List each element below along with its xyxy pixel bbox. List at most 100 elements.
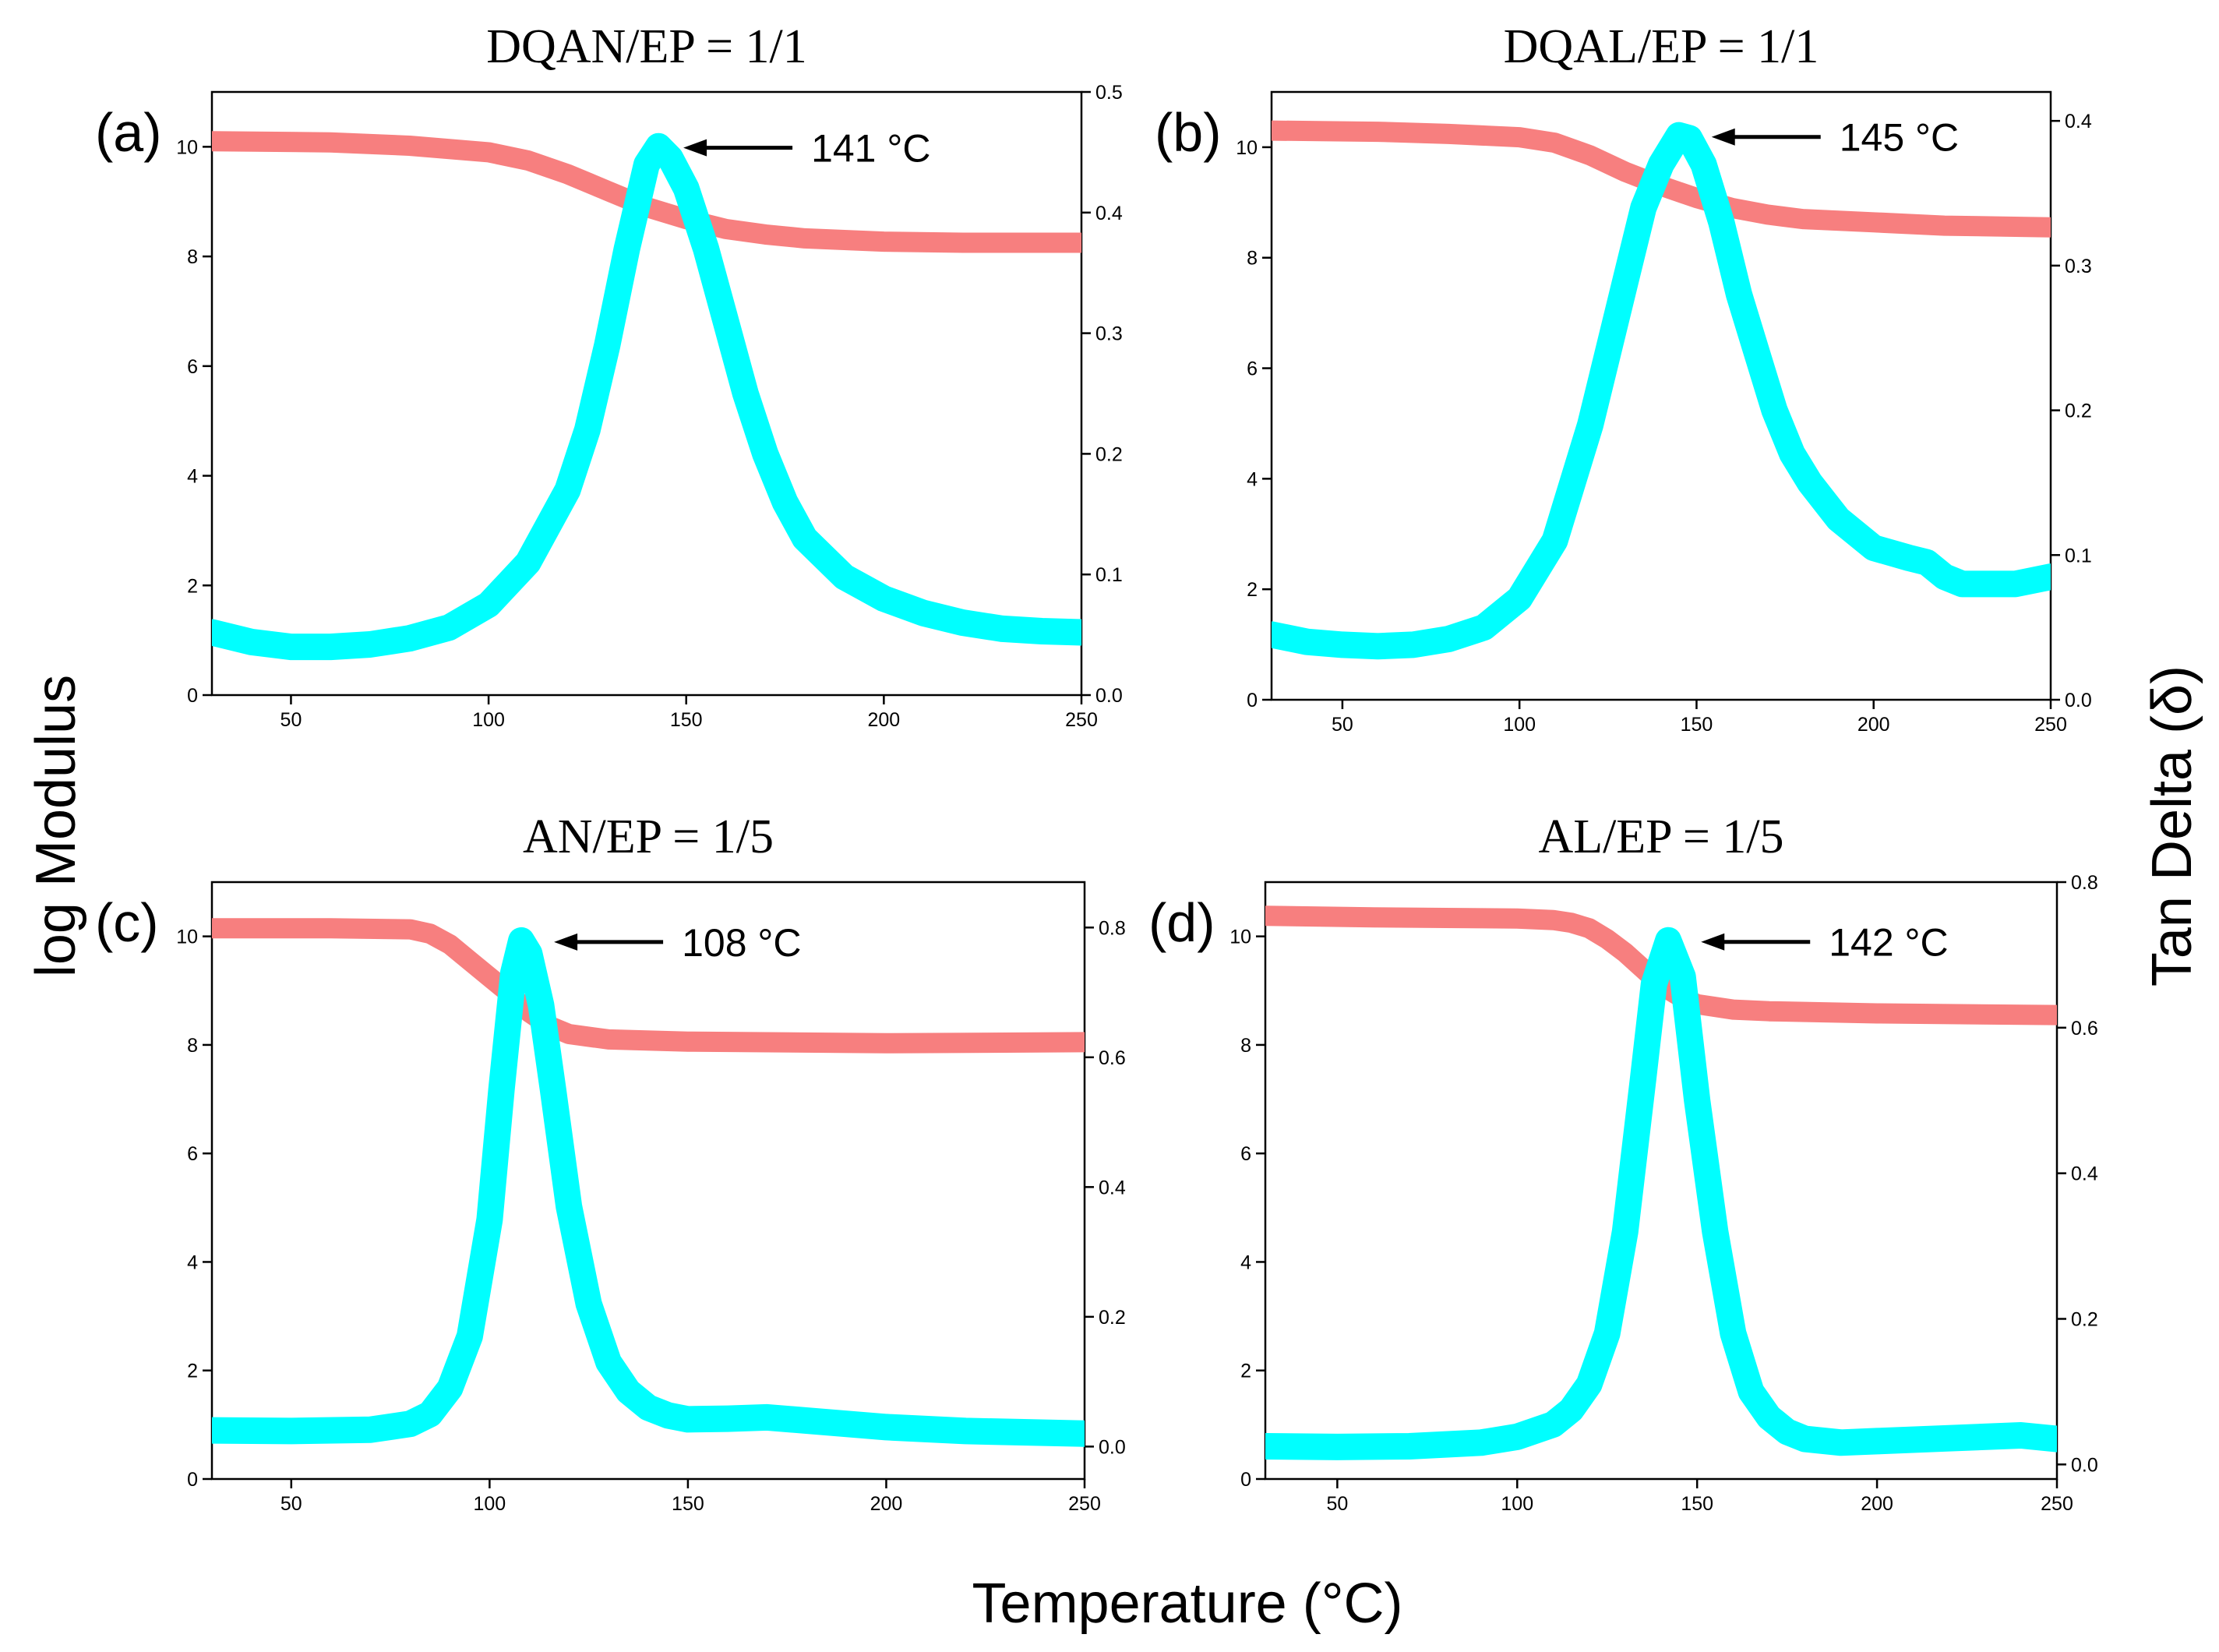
panel-label: (c) — [95, 892, 159, 953]
panel-label: (d) — [1148, 892, 1215, 953]
tan-delta-series-line — [212, 132, 1081, 661]
plot-area — [1265, 905, 2057, 1460]
x-tick-label: 150 — [672, 1493, 704, 1515]
x-tick-label: 250 — [1068, 1493, 1101, 1515]
y-tick-label: 8 — [187, 246, 198, 268]
y2-tick-label: 0.3 — [1095, 323, 1123, 345]
y-tick-label: 4 — [187, 1251, 198, 1273]
y-tick-label: 2 — [1240, 1361, 1251, 1382]
y-tick-label: 4 — [187, 466, 198, 488]
chart-panel-4: 50 100 150 200 250 0 2 4 6 8 10 0.0 0.2 0.4 0.6 0.8 AL/E… — [1148, 810, 2098, 1515]
chart-panel-1: 50 100 150 200 250 0 2 4 6 8 10 0.0 0.1 0.2 0.3 0.4 0.5 D… — [95, 20, 1123, 731]
panel-title: DQAN/EP = 1/1 — [486, 20, 807, 73]
y-tick-label: 4 — [1247, 468, 1258, 490]
y2-tick-label: 0.4 — [2071, 1163, 2098, 1185]
log-modulus-series-line — [1265, 905, 2057, 1025]
x-tick-label: 50 — [1326, 1493, 1348, 1515]
x-tick-label: 100 — [474, 1493, 506, 1515]
y2-tick-label: 0.4 — [2065, 111, 2092, 132]
x-tick-label: 50 — [1332, 714, 1353, 736]
y2-tick-label: 0.5 — [1095, 82, 1123, 104]
x-tick-label: 100 — [1501, 1493, 1533, 1515]
panel-label: (a) — [95, 102, 162, 163]
y2-tick-label: 0.2 — [2065, 401, 2092, 422]
peak-annotation: 145 °C — [1711, 116, 1959, 160]
peak-temperature-label: 141 °C — [811, 127, 930, 171]
plot-area — [1272, 120, 2051, 660]
y2-tick-label: 0.0 — [2065, 690, 2092, 711]
y2-tick-label: 0.0 — [1095, 685, 1123, 707]
y2-tick-label: 0.1 — [2065, 545, 2092, 567]
y-tick-label: 0 — [1247, 690, 1258, 711]
chart-panel-2: 50 100 150 200 250 0 2 4 6 8 10 0.0 0.1 0.2 0.3 0.4 DQAL… — [1155, 20, 2092, 736]
y2-tick-label: 0.6 — [2071, 1018, 2098, 1040]
plot-area — [212, 918, 1085, 1447]
y-axis-label-right: Tan Delta (δ) — [2141, 665, 2203, 987]
x-tick-label: 200 — [870, 1493, 903, 1515]
y2-tick-label: 0.2 — [1099, 1307, 1126, 1329]
panel-title: AL/EP = 1/5 — [1538, 810, 1783, 863]
y-tick-label: 2 — [187, 1361, 198, 1382]
plot-area — [212, 131, 1081, 661]
tan-delta-series-line — [1272, 122, 2051, 660]
x-tick-label: 150 — [1681, 714, 1713, 736]
y-tick-label: 10 — [176, 927, 198, 948]
x-tick-label: 250 — [2034, 714, 2067, 736]
x-axis-label: Temperature (°C) — [972, 1573, 1403, 1635]
chart-panel-3: 50 100 150 200 250 0 2 4 6 8 10 0.0 0.2 0.4 0.6 0.8 AN/E… — [95, 810, 1126, 1515]
y-tick-label: 8 — [1247, 248, 1258, 270]
y2-tick-label: 0.4 — [1095, 203, 1123, 224]
y2-tick-label: 0.8 — [1099, 917, 1126, 939]
x-tick-label: 250 — [2041, 1493, 2073, 1515]
panel-title: AN/EP = 1/5 — [523, 810, 774, 863]
y-tick-label: 0 — [187, 1469, 198, 1491]
y-tick-label: 10 — [1236, 137, 1258, 159]
x-tick-label: 200 — [1857, 714, 1890, 736]
peak-annotation: 142 °C — [1701, 921, 1949, 965]
chart-panels: 50 100 150 200 25002468100.00.10.20.30.40.5D… — [95, 20, 2098, 1515]
y-tick-label: 0 — [187, 685, 198, 707]
x-tick-label: 100 — [1503, 714, 1536, 736]
y-tick-label: 4 — [1240, 1251, 1251, 1273]
y2-tick-label: 0.8 — [2071, 872, 2098, 894]
y-tick-label: 6 — [187, 1143, 198, 1165]
peak-temperature-label: 145 °C — [1840, 116, 1959, 160]
arrow-head-icon — [1701, 933, 1725, 951]
plot-frame — [1264, 881, 2058, 1481]
peak-annotation: 108 °C — [554, 921, 802, 965]
y2-tick-label: 0.0 — [2071, 1454, 2098, 1476]
arrow-head-icon — [683, 139, 707, 157]
log-modulus-series-line — [212, 918, 1085, 1054]
y-tick-label: 8 — [1240, 1035, 1251, 1057]
peak-annotation: 141 °C — [683, 127, 930, 171]
x-tick-label: 100 — [472, 709, 505, 731]
x-tick-label: 50 — [280, 709, 302, 731]
tan-delta-series-line — [1265, 927, 2057, 1460]
y-axis-label-left: log Modulus — [25, 675, 87, 977]
arrow-head-icon — [554, 933, 578, 951]
y-tick-label: 8 — [187, 1035, 198, 1057]
plot-frame — [210, 881, 1086, 1481]
panel-label: (b) — [1155, 102, 1222, 163]
y2-tick-label: 0.1 — [1095, 564, 1123, 586]
peak-temperature-label: 142 °C — [1829, 921, 1948, 965]
y2-tick-label: 0.6 — [1099, 1047, 1126, 1069]
arrow-head-icon — [1711, 128, 1735, 146]
y2-tick-label: 0.0 — [1099, 1436, 1126, 1458]
y-tick-label: 6 — [1240, 1143, 1251, 1165]
y-tick-label: 2 — [187, 575, 198, 597]
y2-tick-label: 0.2 — [1095, 443, 1123, 465]
plot-frame — [1270, 90, 2052, 701]
peak-temperature-label: 108 °C — [682, 921, 801, 965]
panel-title: DQAL/EP = 1/1 — [1504, 20, 1819, 73]
tan-delta-series-line — [212, 927, 1085, 1447]
y-tick-label: 2 — [1247, 579, 1258, 601]
y2-tick-label: 0.2 — [2071, 1308, 2098, 1330]
x-tick-label: 250 — [1065, 709, 1098, 731]
x-tick-label: 150 — [670, 709, 703, 731]
y2-tick-label: 0.4 — [1099, 1177, 1126, 1198]
x-tick-label: 200 — [1861, 1493, 1893, 1515]
y2-tick-label: 0.3 — [2065, 256, 2092, 277]
y-tick-label: 6 — [187, 356, 198, 378]
